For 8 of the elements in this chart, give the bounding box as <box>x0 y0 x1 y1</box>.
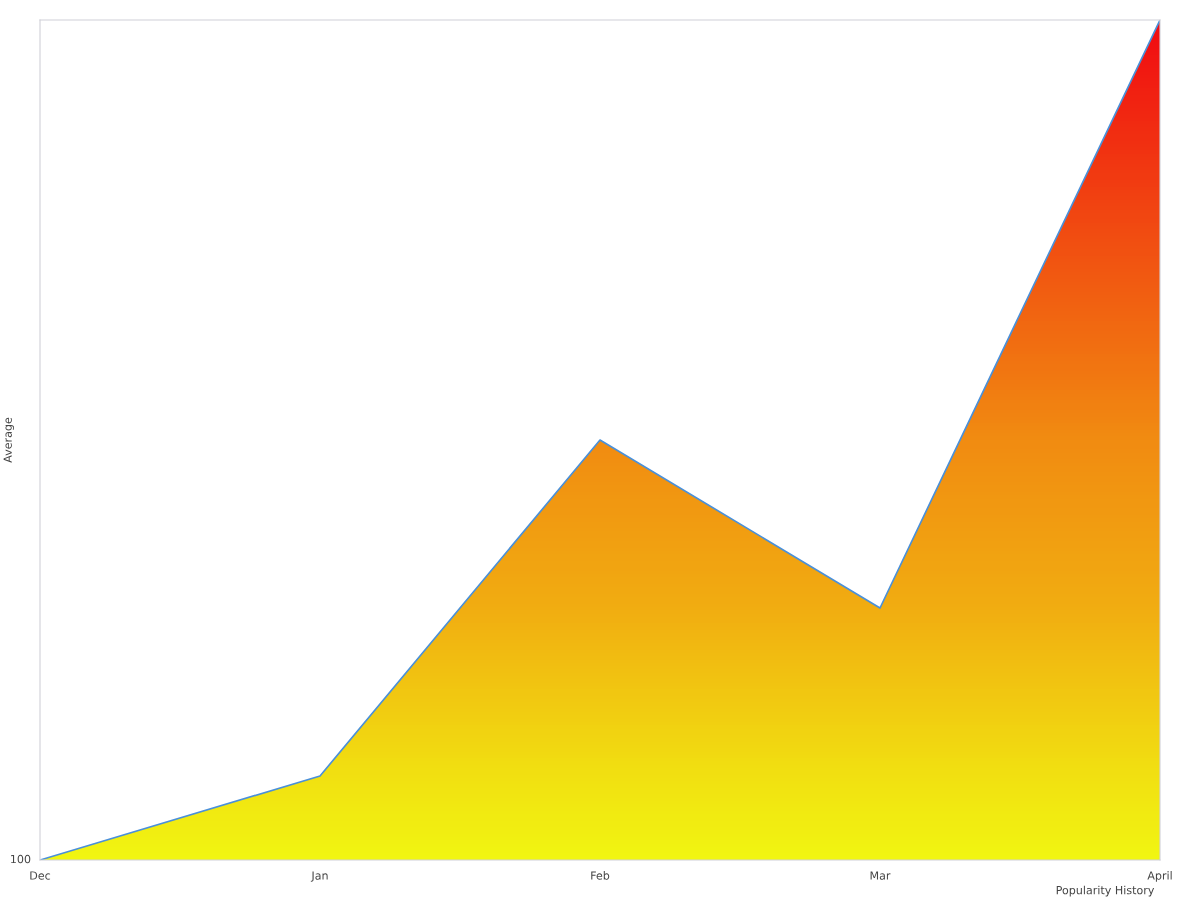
x-axis-title: Popularity History <box>1056 885 1155 897</box>
x-tick-label: Feb <box>591 871 610 880</box>
y-axis-title: Average <box>3 417 15 463</box>
x-tick-label: Jan <box>310 871 328 882</box>
text: 100 <box>11 854 31 864</box>
x-tick-label: April <box>1147 871 1172 882</box>
x-tick-label: Mar <box>870 871 891 880</box>
x-tick-label: Dec <box>30 871 51 880</box>
